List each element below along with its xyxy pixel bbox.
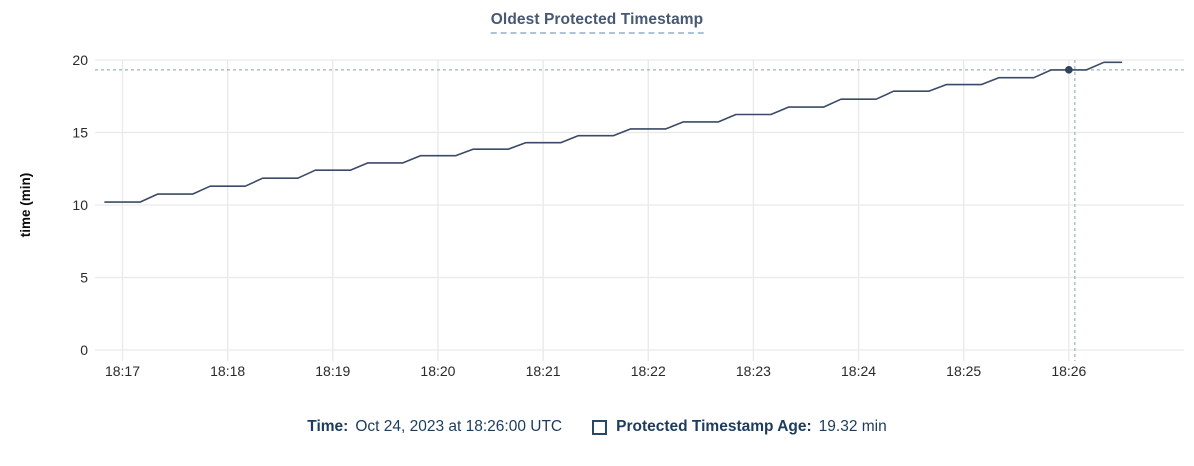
series-line <box>104 61 1123 203</box>
series-swatch-icon <box>592 419 608 435</box>
y-tick-label: 0 <box>80 342 88 358</box>
time-label: Time: <box>307 418 349 435</box>
x-tick-label: 18:25 <box>946 363 981 379</box>
x-tick-label: 18:20 <box>420 363 455 379</box>
x-tick-label: 18:22 <box>631 363 666 379</box>
chart-canvas[interactable]: 0 5 10 15 20 18:17 18:18 18:19 18:20 18:21 18:22 18… <box>0 0 1194 400</box>
x-tick-label: 18:21 <box>526 363 561 379</box>
x-tick-label: 18:19 <box>315 363 350 379</box>
chart-title[interactable]: Oldest Protected Timestamp <box>490 11 704 34</box>
hover-age-group: Protected Timestamp Age: 19.32 min <box>592 418 887 436</box>
hover-dot[interactable] <box>1065 66 1073 74</box>
hover-time-group: Time: Oct 24, 2023 at 18:26:00 UTC <box>307 418 562 436</box>
x-tick-label: 18:18 <box>210 363 245 379</box>
y-tick-label: 15 <box>72 125 88 141</box>
x-tick-label: 18:23 <box>736 363 771 379</box>
x-tick-label: 18:17 <box>105 363 140 379</box>
y-axis-title: time (min) <box>18 173 33 238</box>
x-tick-label: 18:26 <box>1051 363 1086 379</box>
y-tick-label: 20 <box>72 52 88 68</box>
hover-readout: Time: Oct 24, 2023 at 18:26:00 UTC Prote… <box>0 418 1194 436</box>
y-tick-label: 5 <box>80 270 88 286</box>
y-tick-label: 10 <box>72 197 88 213</box>
x-tick-label: 18:24 <box>841 363 876 379</box>
time-value: Oct 24, 2023 at 18:26:00 UTC <box>355 418 563 435</box>
age-label: Protected Timestamp Age: <box>616 418 812 435</box>
age-value: 19.32 min <box>818 418 887 435</box>
